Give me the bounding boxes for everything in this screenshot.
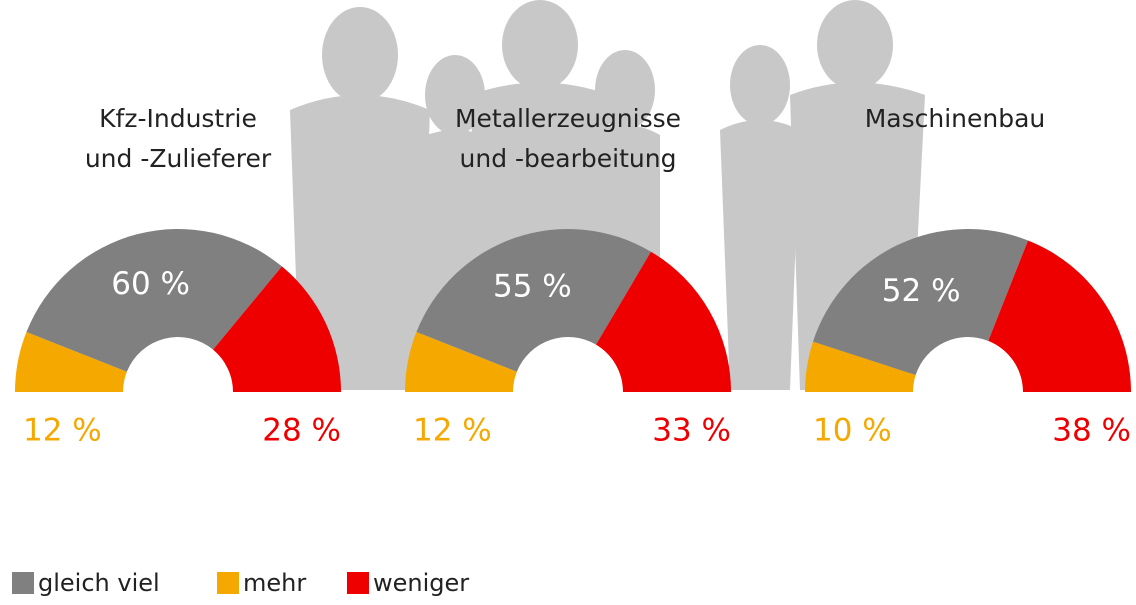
legend-label: gleich viel xyxy=(38,569,160,597)
value-label: 12 % xyxy=(23,413,102,449)
half-donut-segment xyxy=(988,240,1131,392)
legend-swatch xyxy=(12,572,34,594)
half-donut-segment xyxy=(213,266,341,392)
panel-title: Kfz-Industrie xyxy=(99,104,257,133)
half-donut-segment xyxy=(15,331,127,392)
half-donut-segment xyxy=(416,229,651,372)
panel-title: und -bearbeitung xyxy=(460,144,677,173)
half-donut-segment xyxy=(805,341,916,392)
legend-swatch xyxy=(347,572,369,594)
value-label: 12 % xyxy=(413,413,492,449)
half-donut-segment xyxy=(405,331,517,392)
value-label: 55 % xyxy=(493,268,572,304)
silhouettes xyxy=(290,0,925,390)
legend-label: weniger xyxy=(373,569,469,597)
half-donut-segment xyxy=(595,251,731,392)
panel-title: und -Zulieferer xyxy=(85,144,272,173)
value-label: 33 % xyxy=(652,413,731,449)
half-donut-segment xyxy=(26,228,282,372)
panel-title: Metallerzeugnisse xyxy=(455,104,681,133)
legend-label: mehr xyxy=(243,569,306,597)
value-label: 52 % xyxy=(882,273,961,309)
legend-swatch xyxy=(217,572,239,594)
value-label: 38 % xyxy=(1052,413,1131,449)
value-label: 60 % xyxy=(111,266,190,302)
half-donut-segment xyxy=(812,228,1029,376)
value-label: 28 % xyxy=(262,413,341,449)
panel-title: Maschinenbau xyxy=(865,104,1046,133)
value-label: 10 % xyxy=(813,413,892,449)
